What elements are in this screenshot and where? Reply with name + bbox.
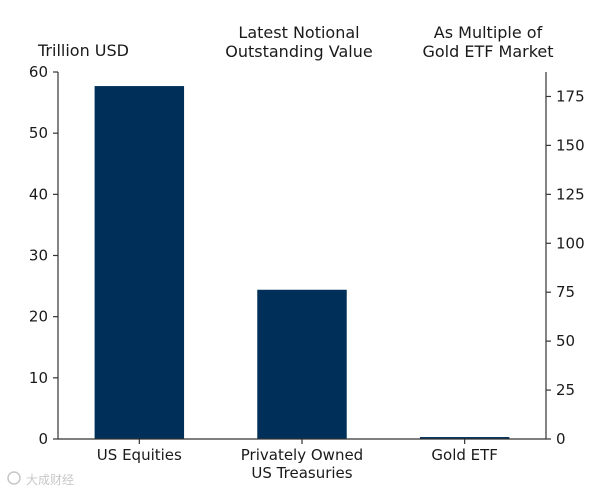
x-tick-label: Privately Owned — [241, 446, 363, 464]
right-axis-label-line-1: As Multiple of — [434, 23, 543, 42]
left-tick-label: 30 — [29, 247, 48, 265]
left-tick-label: 40 — [29, 185, 48, 203]
left-axis-label: Trillion USD — [37, 41, 129, 60]
chart-title-line-2: Outstanding Value — [225, 42, 372, 61]
left-tick-label: 50 — [29, 124, 48, 142]
left-tick-label: 0 — [38, 430, 48, 448]
right-tick-label: 75 — [556, 283, 575, 301]
left-axis-ticks: 0 10 20 30 40 50 60 — [29, 63, 58, 448]
left-tick-label: 20 — [29, 308, 48, 326]
right-tick-label: 175 — [556, 87, 585, 105]
watermark-text: 大成财经 — [26, 473, 74, 487]
x-tick-label: Gold ETF — [431, 446, 498, 464]
bars — [94, 86, 510, 440]
bar — [257, 289, 347, 439]
right-axis-label-line-2: Gold ETF Market — [422, 42, 553, 61]
left-tick-label: 60 — [29, 63, 48, 81]
right-tick-label: 50 — [556, 332, 575, 350]
right-axis-ticks: 0 25 50 75 100 125 150 175 — [546, 87, 585, 448]
x-tick-label: US Treasuries — [251, 464, 352, 482]
bar — [94, 86, 185, 440]
right-tick-label: 100 — [556, 234, 585, 252]
right-tick-label: 125 — [556, 185, 585, 203]
right-tick-label: 0 — [556, 430, 566, 448]
watermark: 大成财经 — [7, 471, 74, 487]
chart-title-line-1: Latest Notional — [238, 23, 359, 42]
left-tick-label: 10 — [29, 369, 48, 387]
right-tick-label: 25 — [556, 381, 575, 399]
x-tick-label: US Equities — [97, 446, 182, 464]
watermark-logo-icon — [7, 471, 21, 485]
bar — [419, 437, 510, 439]
right-tick-label: 150 — [556, 136, 585, 154]
